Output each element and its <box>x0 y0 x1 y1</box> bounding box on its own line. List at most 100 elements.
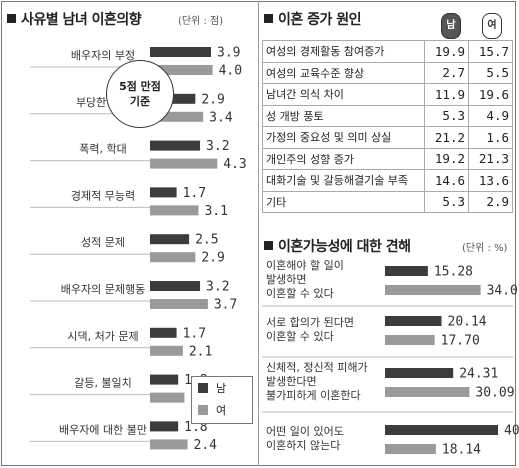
bar-female <box>385 335 435 345</box>
cause-male-value: 2.7 <box>424 61 469 84</box>
category-label-line: 불가피하게 이혼한다 <box>266 389 361 402</box>
badge-line-1: 5점 만점 <box>119 80 161 93</box>
category-label: 이혼해야 할 일이 발생하면 이혼할 수 있다 <box>266 259 344 301</box>
bar-female <box>150 205 199 216</box>
cause-male-value: 5.3 <box>424 104 469 127</box>
cause-label: 성 개방 풍토 <box>262 104 425 127</box>
male-column-tag: 남 <box>441 13 461 39</box>
value-label-female: 4.0 <box>219 64 242 79</box>
value-label-female: 3.7 <box>214 298 237 313</box>
bar-female <box>385 285 481 295</box>
value-label-male: 15.28 <box>434 265 473 280</box>
chart-legend: 남 여 <box>191 376 253 424</box>
left-chart-unit: (단위 : 점) <box>178 16 224 27</box>
cause-female-value: 2.9 <box>468 190 513 213</box>
cause-male-value: 14.6 <box>424 169 469 192</box>
cause-table: 여성의 경제활동 참여증가 19.9 15.7 여성의 교육수준 향상 2.7 5.5 남녀… <box>262 40 513 213</box>
category-label-line: 발생한다면 <box>266 375 317 388</box>
bar-male <box>150 187 177 198</box>
cause-label: 대화기술 및 갈등해결기술 부족 <box>262 169 425 192</box>
bar-male <box>150 234 190 245</box>
bar-male <box>385 316 442 326</box>
panel-divider <box>258 1 259 466</box>
legend-female-swatch <box>198 405 208 415</box>
bar-female <box>150 65 213 75</box>
value-label-female: 3.1 <box>204 204 227 219</box>
legend-male-label: 남 <box>216 382 227 395</box>
value-label-female: 3.4 <box>209 110 233 125</box>
category-label: 경제적 무능력 <box>71 189 135 202</box>
category-label: 배우자의 부정 <box>71 49 135 62</box>
category-label-line: 신체적, 정신적 피해가 <box>266 361 368 374</box>
category-label-line: 이혼하지 않는다 <box>266 439 341 452</box>
cause-row: 여성의 경제활동 참여증가 19.9 15.7 <box>262 40 513 63</box>
cause-label: 가정의 중요성 및 의미 상실 <box>262 126 425 149</box>
cause-female-value: 19.6 <box>468 83 513 106</box>
value-label-male: 1.7 <box>183 186 206 201</box>
bar-male <box>150 327 177 338</box>
category-label-line: 서로 합의가 된다면 <box>266 316 354 329</box>
cause-row: 대화기술 및 갈등해결기술 부족 14.6 13.6 <box>262 169 513 192</box>
bar-female <box>385 387 470 397</box>
bar-female <box>150 392 185 403</box>
value-label-female: 18.14 <box>442 443 481 458</box>
bar-male <box>385 266 428 276</box>
category-label: 시댁, 처가 문제 <box>67 330 138 343</box>
bar-female <box>150 252 196 263</box>
cause-female-value: 13.6 <box>468 169 513 192</box>
category-label-line: 어떤 일이 있어도 <box>266 425 344 438</box>
cause-label: 남녀간 의식 차이 <box>262 83 425 106</box>
bar-female <box>150 111 204 122</box>
badge-line-2: 기준 <box>129 95 151 108</box>
bar-male <box>150 281 201 291</box>
value-label-male: 3.9 <box>217 46 240 61</box>
bar-female <box>150 439 188 450</box>
bar-female <box>150 345 183 356</box>
value-label-male: 40.28 <box>504 424 519 439</box>
scale-badge: 5점 만점 기준 <box>106 60 174 128</box>
value-label-female: 2.1 <box>189 344 212 359</box>
bar-female <box>150 158 218 169</box>
female-column-tag: 여 <box>482 13 502 39</box>
value-label-female: 4.3 <box>223 157 246 172</box>
cause-female-value: 21.3 <box>468 147 513 170</box>
cause-female-value: 4.9 <box>468 104 513 127</box>
cause-table-title-text: 이혼 증가 원인 <box>278 12 362 28</box>
category-label-line: 발생하면 <box>266 273 307 286</box>
value-label-male: 24.31 <box>459 367 498 382</box>
cause-female-value: 1.6 <box>468 126 513 149</box>
cause-table-title: 이혼 증가 원인 <box>264 9 362 29</box>
value-label-female: 30.09 <box>475 386 514 401</box>
value-label-female: 17.70 <box>441 334 480 349</box>
value-label-female: 2.9 <box>201 251 224 266</box>
value-label-male: 20.14 <box>448 315 487 330</box>
category-label: 배우자의 문제행동 <box>61 283 145 296</box>
category-label: 폭력, 학대 <box>79 143 126 156</box>
value-label-female: 34.07 <box>487 284 519 299</box>
value-label-male: 3.2 <box>206 280 229 295</box>
bar-male <box>385 425 498 435</box>
cause-female-value: 15.7 <box>468 40 513 63</box>
category-label: 성적 문제 <box>81 236 125 249</box>
cause-male-value: 19.2 <box>424 147 469 170</box>
bar-female <box>150 299 208 309</box>
cause-row: 남녀간 의식 차이 11.9 19.6 <box>262 83 513 106</box>
value-label-female: 2.4 <box>194 438 218 453</box>
category-label: 어떤 일이 있어도 이혼하지 않는다 <box>266 425 344 453</box>
category-label-line: 이혼해야 할 일이 <box>266 259 344 272</box>
right-chart-title-text: 이혼가능성에 대한 견해 <box>278 239 411 255</box>
value-label-male: 2.9 <box>201 92 224 107</box>
bar-male <box>150 421 179 432</box>
right-chart-unit: (단위 : %) <box>462 243 508 254</box>
value-label-male: 3.2 <box>206 139 229 154</box>
cause-male-value: 21.2 <box>424 126 469 149</box>
cause-label: 개인주의 성향 증가 <box>262 147 425 170</box>
title-square-icon <box>264 241 273 250</box>
legend-male: 남 <box>192 377 252 399</box>
value-label-male: 1.7 <box>183 326 206 341</box>
right-chart-title: 이혼가능성에 대한 견해 <box>264 236 411 256</box>
cause-male-value: 5.3 <box>424 190 469 213</box>
category-label: 갈등, 불일치 <box>74 376 132 390</box>
category-label-line: 이혼할 수 있다 <box>266 287 334 300</box>
bar-male <box>385 368 454 378</box>
